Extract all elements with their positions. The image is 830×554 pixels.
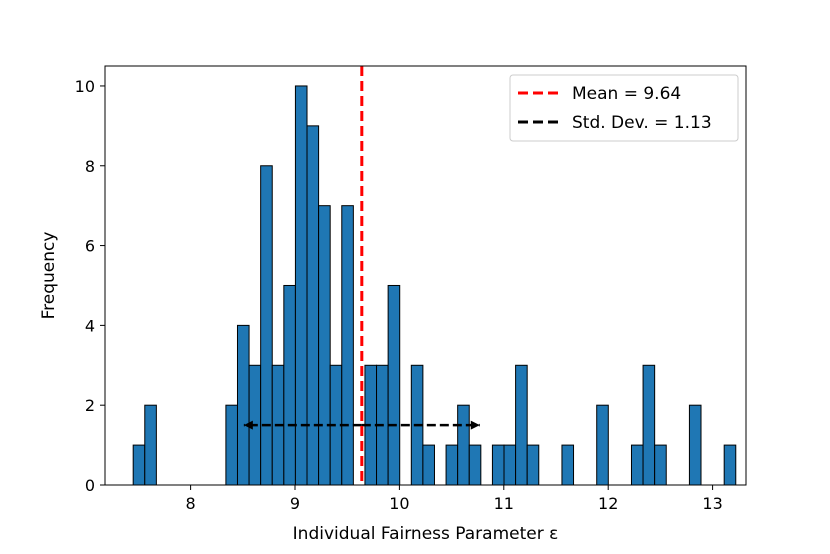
histogram-bar [515,364,528,486]
histogram-bar [236,324,250,486]
y-tick-label: 4 [85,316,95,335]
y-axis-label: Frequency [39,232,59,320]
x-tick-label: 11 [494,494,514,513]
legend: Mean = 9.64 Std. Dev. = 1.13 [509,74,739,142]
histogram-bar [318,205,331,486]
y-axis-ticks: 0 2 4 6 8 10 [75,77,105,495]
histogram-bar [723,444,737,486]
x-axis-label: Individual Fairness Parameter ε [293,524,559,544]
y-tick-label: 8 [85,157,95,176]
histogram-bar [596,404,609,486]
histogram-bar [468,444,482,486]
histogram-bar [630,444,644,486]
histogram-bar [387,284,401,486]
histogram-bar [225,404,238,486]
x-tick-label: 13 [702,494,722,513]
legend-box [509,74,739,142]
y-tick-label: 10 [75,77,95,96]
histogram-bar [422,444,435,486]
plot-frame [104,65,747,486]
x-tick-label: 12 [598,494,618,513]
histogram-bar [561,444,575,486]
histogram-bar [306,125,320,486]
histogram-bar [260,165,273,486]
histogram-bar [642,364,656,486]
std-dev-arrowhead [470,420,480,430]
histogram-bar [283,284,296,486]
histogram-bar [491,444,505,486]
y-tick-label: 0 [85,476,95,495]
x-axis-ticks: 8 9 10 11 12 13 [186,485,723,513]
y-tick-label: 6 [85,237,95,256]
histogram-bar [654,444,667,486]
histogram-bar [688,404,702,486]
histogram-bar [144,404,157,486]
x-tick-label: 10 [389,494,409,513]
std-dev-arrows [243,420,480,430]
x-tick-label: 8 [186,494,196,513]
histogram-bar [341,205,354,486]
histogram-bar [457,404,470,486]
histogram-bar [503,444,517,486]
y-tick-label: 2 [85,396,95,415]
legend-std-label: Std. Dev. = 1.13 [572,113,712,133]
x-tick-label: 9 [290,494,300,513]
legend-mean-label: Mean = 9.64 [572,84,681,104]
std-dev-arrowhead [243,420,253,430]
histogram-bar [132,444,146,486]
histogram-bar [526,444,540,486]
histogram-bar [445,444,459,486]
